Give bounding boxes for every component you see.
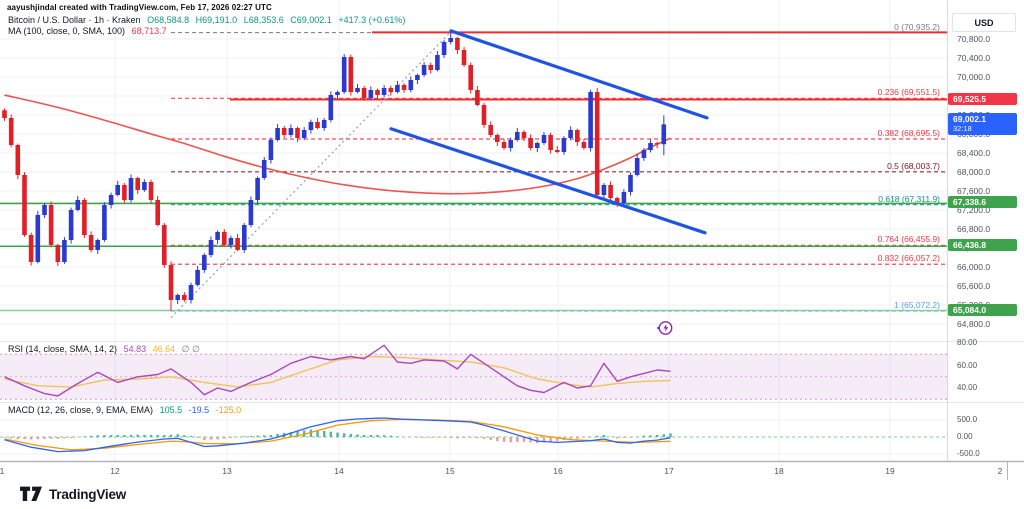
- time-axis-separator: [1007, 462, 1008, 480]
- price-tick-label: 68,000.0: [957, 167, 991, 177]
- chart-canvas[interactable]: [0, 0, 1024, 480]
- trendline: [449, 29, 709, 120]
- price-badge: 69,002.1 32:18: [948, 113, 1017, 136]
- price-badge: 66,436.8: [948, 239, 1017, 252]
- candles: [2, 32, 667, 312]
- ohlc-low: L68,353.6: [243, 15, 284, 25]
- price-badge: 65,084.0: [948, 303, 1017, 316]
- event-marker-icon[interactable]: [653, 320, 673, 336]
- watermark-credit: aayushjindal created with TradingView.co…: [7, 3, 272, 12]
- ma-value: 68,713.7: [131, 26, 167, 36]
- time-tick-label: 18: [774, 466, 784, 476]
- ma-label: MA (100, close, 0, SMA, 100): [8, 26, 126, 36]
- time-tick-label: 14: [334, 466, 344, 476]
- price-tick-label: 70,400.0: [957, 53, 991, 63]
- macd-line-value: -19.5: [188, 405, 210, 415]
- macd-signal-value: -125.0: [215, 405, 242, 415]
- rsi-label: RSI (14, close, SMA, 14, 2): [8, 344, 118, 354]
- price-tick-label: 64,800.0: [957, 319, 991, 329]
- time-tick-label: 12: [110, 466, 120, 476]
- price-change: +417.3 (+0.61%): [338, 15, 406, 25]
- price-tick-label: 70,800.0: [957, 34, 991, 44]
- macd-hist-value: 105.5: [159, 405, 183, 415]
- fib-level-label: 0.5 (68,003.7): [887, 160, 940, 171]
- tradingview-logo[interactable]: TradingView: [20, 486, 126, 502]
- fib-level-label: 0.236 (69,551.5): [877, 87, 940, 98]
- price-tick-label: 66,800.0: [957, 224, 991, 234]
- rsi-value: 54.83: [123, 344, 147, 354]
- rsi-axis-label: 40.00: [957, 383, 978, 392]
- time-tick-label: 17: [664, 466, 674, 476]
- rsi-indicator-row[interactable]: RSI (14, close, SMA, 14, 2) 54.83 46.64 …: [8, 344, 200, 355]
- price-badge: 67,338.6: [948, 196, 1017, 209]
- rsi-axis-label: 80.00: [957, 338, 978, 347]
- symbol-row[interactable]: Bitcoin / U.S. Dollar · 1h · Kraken O68,…: [8, 15, 405, 26]
- price-tick-label: 65,600.0: [957, 281, 991, 291]
- time-tick-label: 2: [997, 466, 1003, 476]
- ohlc-close: C69,002.1: [290, 15, 332, 25]
- time-tick-label: 13: [222, 466, 232, 476]
- ma-indicator-row[interactable]: MA (100, close, 0, SMA, 100) 68,713.7: [8, 26, 405, 37]
- rsi-axis-label: 60.00: [957, 360, 978, 370]
- fib-level-label: 0.382 (68,695.5): [877, 127, 940, 138]
- ohlc-high: H69,191.0: [195, 15, 238, 25]
- fib-level-label: 1 (65,072.2): [894, 300, 940, 311]
- tradingview-logo-text: TradingView: [49, 486, 127, 502]
- rsi-sma-value: 46.64: [152, 344, 176, 354]
- macd-axis-label: 0.00: [957, 432, 973, 441]
- chart-legend[interactable]: Bitcoin / U.S. Dollar · 1h · Kraken O68,…: [8, 15, 405, 37]
- ma100-line: [4, 94, 671, 195]
- fib-level-label: 0.832 (66,057.2): [877, 253, 940, 264]
- symbol-title: Bitcoin / U.S. Dollar · 1h · Kraken: [8, 15, 141, 25]
- fib-level-label: 0.618 (67,311.9): [878, 193, 940, 204]
- macd-label: MACD (12, 26, close, 9, EMA, EMA): [8, 405, 154, 415]
- macd-axis-label: -500.0: [957, 449, 980, 458]
- fib-level-label: 0 (70,935.2): [894, 21, 940, 32]
- ohlc-open: O68,584.8: [147, 15, 190, 25]
- tradingview-logo-icon: [20, 486, 42, 501]
- price-tick-label: 68,400.0: [957, 148, 991, 158]
- fib-level-label: 0.764 (66,455.9): [877, 234, 940, 245]
- price-tick-label: 70,000.0: [957, 72, 991, 82]
- currency-selector[interactable]: USD: [952, 13, 1016, 32]
- price-tick-label: 67,600.0: [957, 186, 991, 196]
- price-tick-label: 66,000.0: [957, 262, 991, 272]
- price-badge: 69,525.5: [948, 92, 1017, 105]
- trendline: [389, 127, 707, 235]
- price-tick-label: 67,200.0: [957, 205, 991, 215]
- time-tick-label: 16: [553, 466, 563, 476]
- macd-axis-label: 500.0: [957, 415, 978, 424]
- time-tick-label: 1: [0, 466, 5, 476]
- rsi-extra-values: ∅ ∅: [181, 344, 200, 354]
- time-tick-label: 19: [885, 466, 895, 476]
- macd-indicator-row[interactable]: MACD (12, 26, close, 9, EMA, EMA) 105.5 …: [8, 405, 241, 415]
- time-tick-label: 15: [445, 466, 455, 476]
